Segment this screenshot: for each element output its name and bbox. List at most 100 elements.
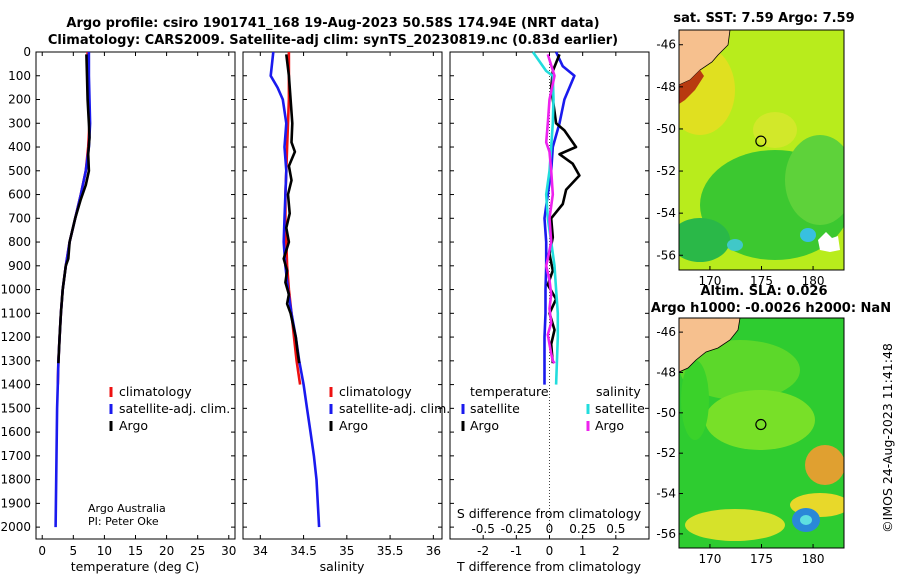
series-line-argo [57,54,91,364]
sst-map-ticks: 170 175 180 -46 -48 -50 -52 -54 -56 [656,38,824,288]
legend-label-temp-satellite: satellite [470,401,520,416]
sst-argo-location-marker [755,135,767,147]
secondary-x-tick-label: 0.5 [606,522,625,536]
map-x-tick-label: 180 [802,552,825,566]
depth-axis: 0 100 200 300 400 500 600 700 800 900 1000 1100 1200… [0,45,31,534]
x-tick-label: 35 [339,544,354,558]
x-tick-label: 15 [128,544,143,558]
x-tick-label: 10 [97,544,112,558]
depth-tick-label: 500 [8,164,31,178]
imos-timestamp-watermark: ©IMOS 24-Aug-2023 11:41:48 [880,343,895,533]
x-tick-label: 34.5 [290,544,317,558]
sla-map-subtitle: Argo h1000: -0.0026 h2000: NaN [651,301,891,316]
legend-label-temp-argo: Argo [470,418,499,433]
x-tick-label: 0 [546,544,554,558]
legend-label-climatology: climatology [339,384,412,399]
difference-legend: temperature salinity satellite Argo sate… [461,384,645,433]
map-y-tick-label: -54 [656,206,676,220]
sst-map-title: sat. SST: 7.59 Argo: 7.59 [673,11,854,26]
depth-tick-label: 900 [8,259,31,273]
depth-tick-label: 1800 [0,473,31,487]
x-tick-label: -2 [477,544,489,558]
map-y-tick-label: -46 [656,38,676,52]
figure-title-line1: Argo profile: csiro 1901741_168 19-Aug-2… [66,16,599,31]
difference-panel: -2 -1 0 1 2 T difference from climatology S … [449,51,650,574]
map-y-tick-label: -56 [656,527,676,541]
temperature-series [54,51,92,528]
sla-map-panel: Altim. SLA: 0.026 Argo h1000: -0.0026 h2… [651,284,891,566]
legend-label-argo: Argo [339,418,368,433]
depth-tick-label: 2000 [0,520,31,534]
map-y-tick-label: -50 [656,122,676,136]
sst-cold-spot-2 [800,228,816,242]
depth-tick-label: 1300 [0,354,31,368]
sst-warm-coastal [679,70,704,104]
x-tick-label: 20 [159,544,174,558]
salinity-legend: climatology satellite-adj. clim. Argo [329,384,450,433]
sla-west-patch [681,360,709,440]
depth-tick-label: 1700 [0,449,31,463]
legend-label-sal-satellite: satellite [595,401,645,416]
map-x-tick-label: 180 [802,274,825,288]
salinity-xlabel: salinity [320,559,365,574]
series-line-salinity-argo [544,54,556,364]
salinity-series [269,51,321,528]
sla-high-eddy [805,445,844,485]
x-tick-label: 30 [221,544,236,558]
x-tick-label: 35.5 [377,544,404,558]
map-x-tick-label: 170 [698,274,721,288]
legend-label-satellite: satellite-adj. clim. [119,401,230,416]
map-y-tick-label: -52 [656,446,676,460]
sst-map-field [679,30,844,270]
map-x-tick-label: 175 [750,552,773,566]
sst-map-panel: sat. SST: 7.59 Argo: 7.59 170 175 180 -46 -4… [656,11,854,288]
legend-label-sal-argo: Argo [595,418,624,433]
depth-tick-label: 1000 [0,283,31,297]
legend-heading-temperature: temperature [470,384,549,399]
temperature-xlabel: temperature (deg C) [71,559,200,574]
map-y-tick-label: -48 [656,80,676,94]
salinity-panel: 34 34.5 35 35.5 36 salinity climatology sate… [242,51,450,574]
temperature-ticks: 0 5 10 15 20 25 30 [36,51,236,558]
depth-tick-label: 400 [8,140,31,154]
credit-line1: Argo Australia [88,502,166,515]
depth-tick-label: 1200 [0,330,31,344]
x-tick-label: 25 [190,544,205,558]
secondary-x-tick-label: -0.25 [501,522,532,536]
map-x-tick-label: 175 [750,274,773,288]
sla-low-eddy-core [800,515,812,525]
depth-tick-label: 300 [8,116,31,130]
sla-map-ticks: 170 175 180 -46 -48 -50 -52 -54 -56 [656,325,824,566]
depth-tick-label: 1900 [0,496,31,510]
difference-series [531,51,581,385]
legend-label-satellite: satellite-adj. clim. [339,401,450,416]
depth-tick-label: 1100 [0,306,31,320]
map-x-tick-label: 170 [698,552,721,566]
salinity-ticks: 34 34.5 35 35.5 36 [243,51,442,558]
difference-secondary-ticks: -0.5 -0.25 0 0.25 0.5 [471,522,625,536]
legend-label-climatology: climatology [119,384,192,399]
map-y-tick-label: -56 [656,248,676,262]
figure-title-line2: Climatology: CARS2009. Satellite-adj cli… [48,33,618,48]
sla-land-mass [679,318,741,373]
depth-tick-label: 200 [8,93,31,107]
secondary-x-tick-label: -0.5 [471,522,494,536]
map-y-tick-label: -52 [656,164,676,178]
secondary-x-tick-label: 0 [546,522,554,536]
depth-tick-label: 600 [8,188,31,202]
series-line-argo [282,54,301,364]
depth-tick-label: 700 [8,211,31,225]
map-y-tick-label: -50 [656,406,676,420]
map-y-tick-label: -54 [656,487,676,501]
credit-line2: PI: Peter Oke [88,515,159,528]
temperature-panel: 0 5 10 15 20 25 30 temperature (deg C) climato… [35,51,236,574]
sst-yellow-patch [753,112,797,148]
x-tick-label: 2 [612,544,620,558]
sla-argo-location-marker [755,418,767,431]
sst-cool-patch-2 [785,135,844,225]
x-tick-label: 1 [579,544,587,558]
temperature-legend: climatology satellite-adj. clim. Argo [109,384,230,433]
legend-heading-salinity: salinity [596,384,641,399]
sla-map-field [679,318,844,548]
